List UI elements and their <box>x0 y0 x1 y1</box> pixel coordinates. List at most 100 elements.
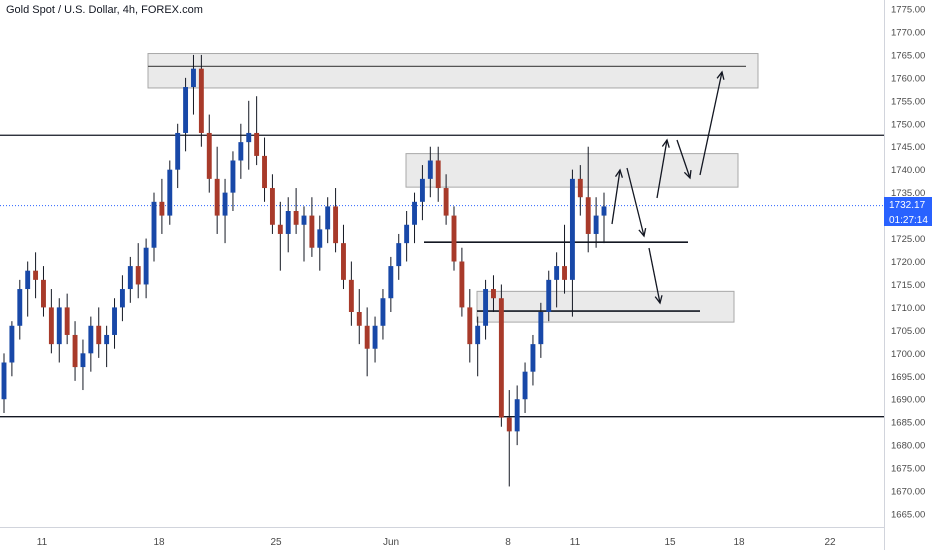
candle <box>230 151 236 211</box>
candle-body <box>72 334 78 368</box>
candle <box>293 188 299 234</box>
candle <box>514 385 520 446</box>
candle-body <box>48 307 54 345</box>
price-tick-label: 1735.00 <box>891 188 925 199</box>
candle <box>364 307 370 377</box>
candle-body <box>33 270 39 280</box>
candle-body <box>238 142 244 161</box>
time-tick-label: 11 <box>37 537 48 548</box>
price-tick-label: 1695.00 <box>891 372 925 383</box>
supply-demand-zone <box>147 53 759 89</box>
candle <box>554 252 560 308</box>
candle-body <box>530 344 536 372</box>
candle-body <box>56 307 62 345</box>
candle <box>412 192 417 244</box>
candle <box>183 77 189 152</box>
candle-body <box>96 325 102 345</box>
candle <box>538 302 544 358</box>
candle <box>380 289 386 340</box>
projection-arrow <box>626 167 645 237</box>
chart-title: Gold Spot / U.S. Dollar, 4h, FOREX.com <box>6 4 203 16</box>
price-tick-label: 1760.00 <box>891 73 925 84</box>
candle-body <box>230 160 236 193</box>
candle-body <box>191 68 196 88</box>
candle-body <box>119 289 125 308</box>
candle-body <box>443 188 449 216</box>
zones-layer <box>147 53 759 323</box>
candle <box>206 114 212 193</box>
candle <box>388 256 394 312</box>
candle-body <box>491 289 496 299</box>
price-tick-label: 1725.00 <box>891 234 925 245</box>
candle <box>17 279 23 340</box>
current-price-label: 1732.17 <box>889 200 926 211</box>
candle-body <box>404 224 410 244</box>
candle <box>483 279 489 340</box>
candle-body <box>475 325 481 345</box>
price-tags: 1732.17 01:27:14 <box>884 197 932 226</box>
candle-body <box>262 155 267 189</box>
candle-body <box>419 178 425 202</box>
price-tick-label: 1770.00 <box>891 27 925 38</box>
candle <box>254 96 260 166</box>
candle <box>198 54 204 147</box>
time-tick-label: 18 <box>733 537 745 548</box>
price-tick-label: 1750.00 <box>891 119 925 130</box>
candle-body <box>214 178 220 216</box>
projection-arrow <box>656 139 668 199</box>
levels-layer <box>0 65 884 418</box>
candle-body <box>467 307 473 345</box>
candle-body <box>546 279 552 312</box>
candle-body <box>285 211 291 234</box>
candle <box>277 201 283 271</box>
supply-demand-zone <box>476 290 735 323</box>
price-tick-label: 1705.00 <box>891 326 925 337</box>
candle-body <box>80 353 86 368</box>
candle-body <box>159 201 165 216</box>
candle-body <box>25 270 31 290</box>
time-axis: 11 18 25 Jun 8 11 15 18 22 <box>0 527 884 548</box>
candle <box>72 321 78 381</box>
candle-body <box>127 266 133 290</box>
candle <box>25 261 31 317</box>
candle-body <box>269 188 275 225</box>
price-tick-label: 1740.00 <box>891 165 925 176</box>
candle-body <box>9 325 15 363</box>
candle <box>569 169 575 317</box>
price-tick-label: 1665.00 <box>891 510 925 521</box>
price-tick-label: 1675.00 <box>891 464 925 475</box>
candle <box>467 289 473 363</box>
candle <box>459 247 465 317</box>
candle <box>443 174 449 225</box>
candle <box>222 178 228 244</box>
candle <box>435 146 441 202</box>
candle-body <box>222 192 228 216</box>
candle-body <box>388 266 394 299</box>
price-tick-label: 1745.00 <box>891 142 925 153</box>
candle-body <box>277 224 283 234</box>
candle-body <box>167 169 173 216</box>
candle-body <box>380 298 386 326</box>
time-tick-label: 11 <box>570 537 581 548</box>
candle <box>546 270 552 322</box>
candle-body <box>246 132 252 143</box>
projection-arrow <box>699 71 723 176</box>
candle-body <box>309 215 315 248</box>
candles-layer <box>1 54 607 487</box>
candle-body <box>104 334 110 345</box>
price-tick-label: 1670.00 <box>891 487 925 498</box>
candle-body <box>64 307 70 335</box>
candle <box>301 206 307 262</box>
candle-body <box>483 289 489 326</box>
candle-body <box>538 312 544 345</box>
candle <box>419 165 425 221</box>
candle <box>88 316 94 372</box>
price-tick-label: 1700.00 <box>891 349 925 360</box>
candle-body <box>569 178 575 280</box>
candle-body <box>325 206 331 230</box>
price-tick-label: 1710.00 <box>891 303 925 314</box>
candle <box>167 160 173 225</box>
candle <box>506 390 512 487</box>
